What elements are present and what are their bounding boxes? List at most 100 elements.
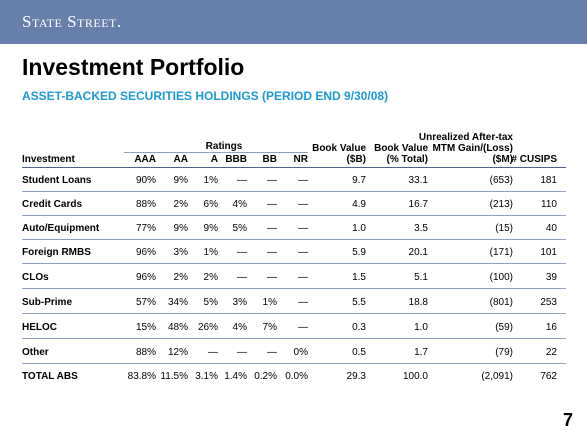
row-rule (22, 288, 566, 289)
table-cell: 1.4% (224, 371, 247, 382)
row-label: TOTAL ABS (22, 371, 78, 382)
table-cell: — (267, 223, 277, 234)
table-cell: (653) (489, 175, 513, 186)
table-cell: — (298, 175, 308, 186)
table-cell: 77% (135, 223, 156, 234)
table-cell: 90% (135, 175, 156, 186)
table-cell: 4% (232, 322, 247, 333)
table-cell: 2% (173, 199, 188, 210)
title: Investment Portfolio (22, 54, 245, 80)
table-cell: — (298, 247, 308, 258)
table-cell: — (298, 199, 308, 210)
table-cell: 4% (232, 199, 247, 210)
table-cell: — (237, 175, 247, 186)
row-label: Foreign RMBS (22, 247, 91, 258)
column-header: ($M) (492, 154, 513, 165)
column-header: AA (173, 154, 188, 165)
table-cell: 101 (540, 247, 557, 258)
table-cell: 7% (262, 322, 277, 333)
table-cell: — (267, 199, 277, 210)
page-number: 7 (562, 410, 573, 430)
row-label: Credit Cards (22, 199, 83, 210)
column-header: Book Value (312, 143, 366, 154)
column-header: BB (262, 154, 277, 165)
table-cell: 181 (540, 175, 557, 186)
column-header: MTM Gain/(Loss) (432, 143, 513, 154)
table-cell: — (237, 347, 247, 358)
row-label: Sub-Prime (22, 297, 73, 308)
table-cell: 0.3 (352, 322, 366, 333)
table-cell: 1.5 (352, 272, 366, 283)
table-cell: 96% (135, 272, 156, 283)
table-cell: 3% (232, 297, 247, 308)
table-cell: 48% (167, 322, 188, 333)
table-cell: 3% (173, 247, 188, 258)
table-cell: 1.7 (414, 347, 428, 358)
row-label: Student Loans (22, 175, 92, 186)
table-cell: 26% (197, 322, 218, 333)
column-header: Book Value (374, 143, 428, 154)
header-rule (22, 167, 566, 168)
column-header: A (210, 154, 218, 165)
column-header: (% Total) (386, 154, 428, 165)
table-cell: (79) (495, 347, 513, 358)
table-cell: (59) (495, 322, 513, 333)
row-label: Other (22, 347, 49, 358)
table-cell: — (298, 297, 308, 308)
table-cell: 15% (135, 322, 156, 333)
table-cell: 9% (173, 175, 188, 186)
table-cell: — (267, 175, 277, 186)
table-cell: 100.0 (402, 371, 428, 382)
table-cell: 110 (541, 199, 557, 210)
table-cell: 1% (203, 247, 218, 258)
table-cell: 88% (135, 347, 156, 358)
table-cell: 2% (203, 272, 218, 283)
table-cell: 3.1% (195, 371, 218, 382)
table-cell: 5% (232, 223, 247, 234)
table-cell: 88% (135, 199, 156, 210)
logo: State Street. (22, 12, 122, 31)
row-rule (22, 363, 566, 364)
table-cell: 34% (167, 297, 188, 308)
table-cell: — (298, 223, 308, 234)
column-header: NR (293, 154, 308, 165)
table-cell: 20.1 (408, 247, 428, 258)
table-cell: 9% (173, 223, 188, 234)
row-rule (22, 191, 566, 192)
table-cell: 1.0 (352, 223, 366, 234)
subtitle: ASSET-BACKED SECURITIES HOLDINGS (PERIOD… (22, 89, 389, 103)
table-cell: — (267, 247, 277, 258)
table-cell: 0.0% (285, 371, 308, 382)
table-cell: (801) (489, 297, 513, 308)
row-label: CLOs (22, 272, 49, 283)
table-cell: 1.0 (414, 322, 428, 333)
table-cell: 253 (540, 297, 557, 308)
table-cell: 5.9 (352, 247, 366, 258)
column-header: Unrealized After-tax (418, 132, 513, 143)
table-cell: 9.7 (352, 175, 366, 186)
table-cell: 9% (203, 223, 218, 234)
table-cell: — (237, 272, 247, 283)
row-rule (22, 239, 566, 240)
table-cell: 11.5% (160, 371, 188, 382)
table-cell: 12% (167, 347, 188, 358)
column-header: BBB (225, 154, 247, 165)
table-cell: 1% (262, 297, 277, 308)
table-cell: 57% (135, 297, 156, 308)
table-cell: 5.5 (352, 297, 366, 308)
table-cell: 1% (203, 175, 218, 186)
table-cell: 0.2% (254, 371, 277, 382)
table-cell: 16 (545, 322, 557, 333)
group-rule (124, 152, 308, 153)
row-rule (22, 215, 566, 216)
table-cell: 3.5 (414, 223, 428, 234)
table-cell: 83.8% (127, 371, 156, 382)
table-cell: — (267, 347, 277, 358)
column-header: # CUSIPS (511, 154, 557, 165)
table-cell: 96% (135, 247, 156, 258)
table-cell: (100) (489, 272, 513, 283)
table-cell: (2,091) (481, 371, 513, 382)
table-cell: 33.1 (408, 175, 428, 186)
table-cell: 2% (173, 272, 188, 283)
